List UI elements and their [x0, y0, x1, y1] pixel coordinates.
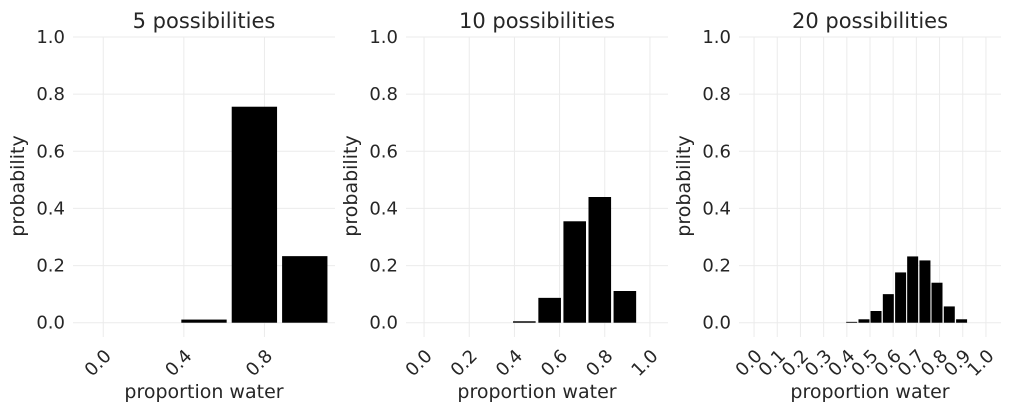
panel-title: 10 possibilities [459, 9, 615, 33]
x-axis-label: proportion water [124, 381, 283, 403]
x-tick-label: 0.4 [492, 346, 527, 381]
panel-title: 5 possibilities [133, 9, 276, 33]
bar [931, 282, 943, 323]
panel-5-possibilities: 0.0 0.2 0.4 0.6 0.8 1.0 0.0 0.4 0.8 5 possibilit… [7, 9, 335, 403]
x-tick-label: 0.0 [81, 346, 116, 381]
y-tick-label: 1.0 [369, 27, 398, 48]
y-tick-label: 0.6 [702, 141, 731, 162]
y-tick-label: 0.8 [702, 84, 731, 105]
y-axis-label: probability [340, 135, 362, 236]
bar [870, 311, 882, 323]
x-tick-label: 1.0 [627, 346, 662, 381]
bar [588, 197, 612, 323]
panel-20-possibilities: 0.00.20.40.60.81.00.00.10.20.30.40.50.60… [673, 9, 1001, 403]
bar [613, 291, 637, 323]
bar [538, 297, 561, 323]
y-tick-label: 1.0 [36, 27, 65, 48]
bar [181, 319, 227, 323]
bar [846, 321, 858, 323]
x-axis-label: proportion water [790, 381, 949, 403]
y-tick-label: 1.0 [702, 27, 731, 48]
panel-title: 20 possibilities [792, 9, 948, 33]
y-tick-label: 0.2 [36, 256, 65, 277]
panel-10-possibilities: 0.0 0.2 0.4 0.6 0.8 1.0 0.0 0.2 0.4 0.6 0.8 1.0 10 … [340, 9, 668, 403]
bar [943, 306, 955, 323]
x-tick-label: 0.4 [161, 346, 196, 381]
y-tick-label: 0.4 [702, 198, 731, 219]
y-axis-label: probability [7, 135, 29, 236]
y-tick-label: 0.6 [369, 141, 398, 162]
y-tick-label: 0.8 [369, 84, 398, 105]
bar [882, 294, 894, 323]
bar [956, 319, 968, 323]
x-tick-label: 1.0 [963, 346, 998, 381]
x-tick-label: 0.6 [537, 346, 572, 381]
bar [858, 319, 870, 323]
bar [919, 260, 931, 323]
x-tick-label: 0.8 [242, 346, 277, 381]
y-tick-label: 0.6 [36, 141, 65, 162]
y-tick-label: 0.0 [702, 313, 731, 334]
y-tick-label: 0.0 [36, 313, 65, 334]
bar [907, 256, 919, 323]
y-tick-label: 0.2 [369, 256, 398, 277]
x-tick-label: 0.2 [447, 346, 482, 381]
y-tick-label: 0.4 [369, 198, 398, 219]
y-tick-label: 0.8 [36, 84, 65, 105]
bar [282, 256, 328, 323]
x-tick-label: 0.0 [402, 346, 437, 381]
x-tick-label: 0.8 [582, 346, 617, 381]
y-tick-label: 0.0 [369, 313, 398, 334]
bar [895, 272, 907, 323]
y-tick-label: 0.2 [702, 256, 731, 277]
bar [231, 106, 278, 323]
bar [513, 321, 536, 323]
x-axis-label: proportion water [457, 381, 616, 403]
bar [563, 221, 587, 323]
y-tick-label: 0.4 [36, 198, 65, 219]
y-axis-label: probability [673, 135, 695, 236]
